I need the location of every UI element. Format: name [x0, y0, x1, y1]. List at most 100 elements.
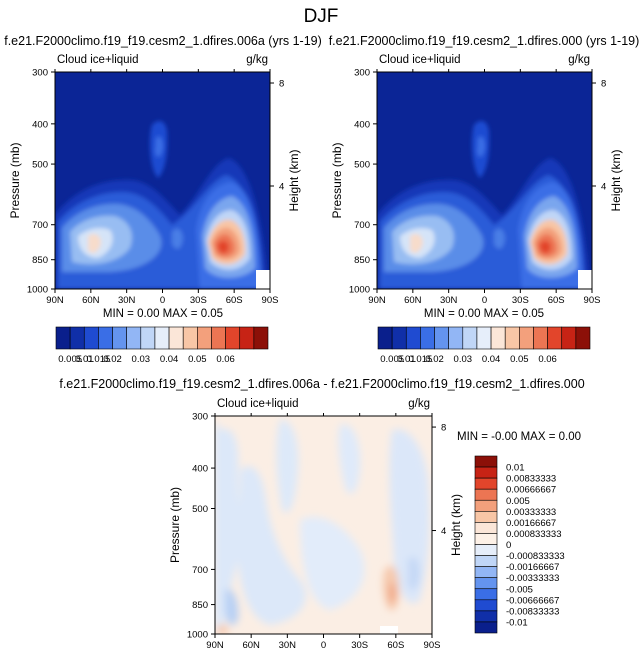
panel-control-field-label: Cloud ice+liquid	[379, 54, 461, 66]
x-tick-label: 0	[482, 295, 487, 306]
colorbar-swatch	[474, 522, 498, 534]
difference-topography-mask	[380, 626, 398, 634]
colorbar-tick-label: -0.01	[506, 617, 528, 628]
x-tick-label: 90S	[584, 295, 601, 306]
height-tick-label: 4	[601, 182, 606, 193]
colorbar-swatch	[239, 326, 255, 350]
colorbar-swatch	[211, 326, 226, 350]
colorbar-swatch	[476, 326, 492, 350]
colorbar-tick-label: 0.04	[482, 354, 501, 365]
y-axis-title: Pressure (mb)	[330, 142, 344, 218]
colorbar-tick-label: -0.00833333	[506, 606, 559, 617]
x-tick-label: 60S	[548, 295, 565, 306]
x-tick-label: 90S	[262, 295, 279, 306]
colorbar-swatch	[253, 326, 269, 350]
diff-pos-core-3	[216, 624, 229, 634]
case-contour-nh-4	[88, 234, 101, 253]
colorbar-swatch	[504, 326, 520, 350]
x-tick-label: 60N	[404, 295, 422, 306]
panel-case-field-label: Cloud ice+liquid	[57, 54, 139, 66]
colorbar-swatch	[182, 326, 198, 350]
colorbar-swatch	[575, 326, 591, 350]
panel-control-units-label: g/kg	[568, 54, 590, 66]
diff-neg-region-6	[389, 429, 430, 604]
colorbar-tick-label: 0	[506, 540, 511, 551]
case-contour-eq	[172, 228, 183, 249]
colorbar-swatch	[474, 511, 498, 523]
y-axis-right-title: Height (km)	[449, 494, 463, 556]
colorbar-swatch	[434, 326, 449, 350]
panel-difference: f.e21.F2000climo.f19_f19.cesm2_1.dfires.…	[59, 377, 584, 651]
colorbar-swatch	[126, 326, 142, 350]
panel-difference-field-label: Cloud ice+liquid	[217, 398, 299, 410]
diff-neg-core-2	[408, 556, 420, 591]
y-axis-right-title: Height (km)	[609, 149, 623, 211]
colorbar-swatch	[474, 599, 498, 612]
panel-difference-stats: MIN = -0.00 MAX = 0.00	[457, 431, 581, 443]
x-tick-label: 60N	[242, 640, 260, 651]
colorbar-swatch	[474, 477, 498, 490]
colorbar-swatch	[561, 326, 577, 350]
x-tick-label: 90N	[206, 640, 224, 651]
colorbar-tick-label: 0.02	[103, 354, 122, 365]
colorbar-swatch	[83, 326, 99, 350]
diff-neg-region-1	[215, 420, 241, 634]
colorbar-swatch	[405, 326, 421, 350]
x-tick-label: 0	[321, 640, 326, 651]
colorbar-swatch	[547, 326, 563, 350]
colorbar-swatch	[474, 610, 498, 623]
y-axis-right-title: Height (km)	[287, 149, 301, 211]
panel-control-title: f.e21.F2000climo.f19_f19.cesm2_1.dfires.…	[329, 34, 640, 48]
x-tick-label: 60S	[226, 295, 243, 306]
y-axis-title: Pressure (mb)	[8, 142, 22, 218]
y-tick-label: 300	[32, 68, 48, 79]
panel-case-field	[55, 72, 270, 289]
colorbar-swatch	[55, 326, 71, 350]
x-tick-label: 90N	[46, 295, 64, 306]
colorbar-swatch	[474, 488, 498, 501]
colorbar-tick-label: 0.00666667	[506, 485, 556, 496]
panel-case-axes: 90N 60N 30N 0 30S 60S 90S 300 400 500 700 850 1000 8 4…	[8, 68, 301, 307]
case-contour-sh-7	[217, 241, 229, 254]
y-tick-label: 1000	[349, 285, 370, 296]
control-contour-eq	[494, 228, 505, 249]
colorbar-swatch	[474, 466, 498, 479]
x-tick-label: 30S	[512, 295, 529, 306]
y-tick-label: 850	[192, 600, 208, 611]
x-tick-label: 90N	[368, 295, 386, 306]
height-tick-label: 8	[279, 79, 284, 90]
colorbar-tick-label: 0.005	[58, 354, 82, 365]
colorbar-tick-label: 0.00166667	[506, 518, 556, 529]
colorbar-tick-label: 0.01	[75, 354, 94, 365]
case-contour-trop-2	[155, 136, 163, 157]
panel-control-field	[377, 72, 592, 289]
colorbar-tick-label: 0.06	[538, 354, 557, 365]
x-tick-label: 30S	[351, 640, 368, 651]
colorbar-swatch	[474, 533, 498, 545]
y-axis-title: Pressure (mb)	[168, 487, 182, 563]
x-tick-label: 30N	[440, 295, 458, 306]
colorbar-swatch	[377, 326, 393, 350]
colorbar-swatch	[519, 326, 534, 350]
panel-case-units-label: g/kg	[246, 54, 268, 66]
x-tick-label: 90S	[424, 640, 441, 651]
colorbar-tick-label: 0.05	[510, 354, 529, 365]
colorbar-tick-label: 0.06	[216, 354, 235, 365]
colorbar-tick-label: -0.005	[506, 584, 533, 595]
colorbar-swatch	[474, 544, 498, 556]
x-tick-label: 0	[160, 295, 165, 306]
control-contour-sh-7	[539, 241, 551, 254]
y-tick-label: 500	[192, 504, 208, 515]
y-tick-label: 500	[32, 160, 48, 171]
colorbar-swatch	[154, 326, 170, 350]
page-title: DJF	[304, 6, 339, 27]
colorbar-tick-label: -0.00666667	[506, 595, 559, 606]
colorbar-difference: 0.010.008333330.006666670.0050.003333330…	[474, 455, 565, 634]
y-tick-label: 400	[192, 464, 208, 475]
y-tick-label: 850	[32, 255, 48, 266]
control-contour-trop-2	[477, 136, 485, 157]
y-tick-label: 1000	[187, 630, 208, 641]
colorbar-swatch	[69, 326, 85, 350]
y-tick-label: 1000	[27, 285, 48, 296]
colorbar-swatch	[533, 326, 548, 350]
